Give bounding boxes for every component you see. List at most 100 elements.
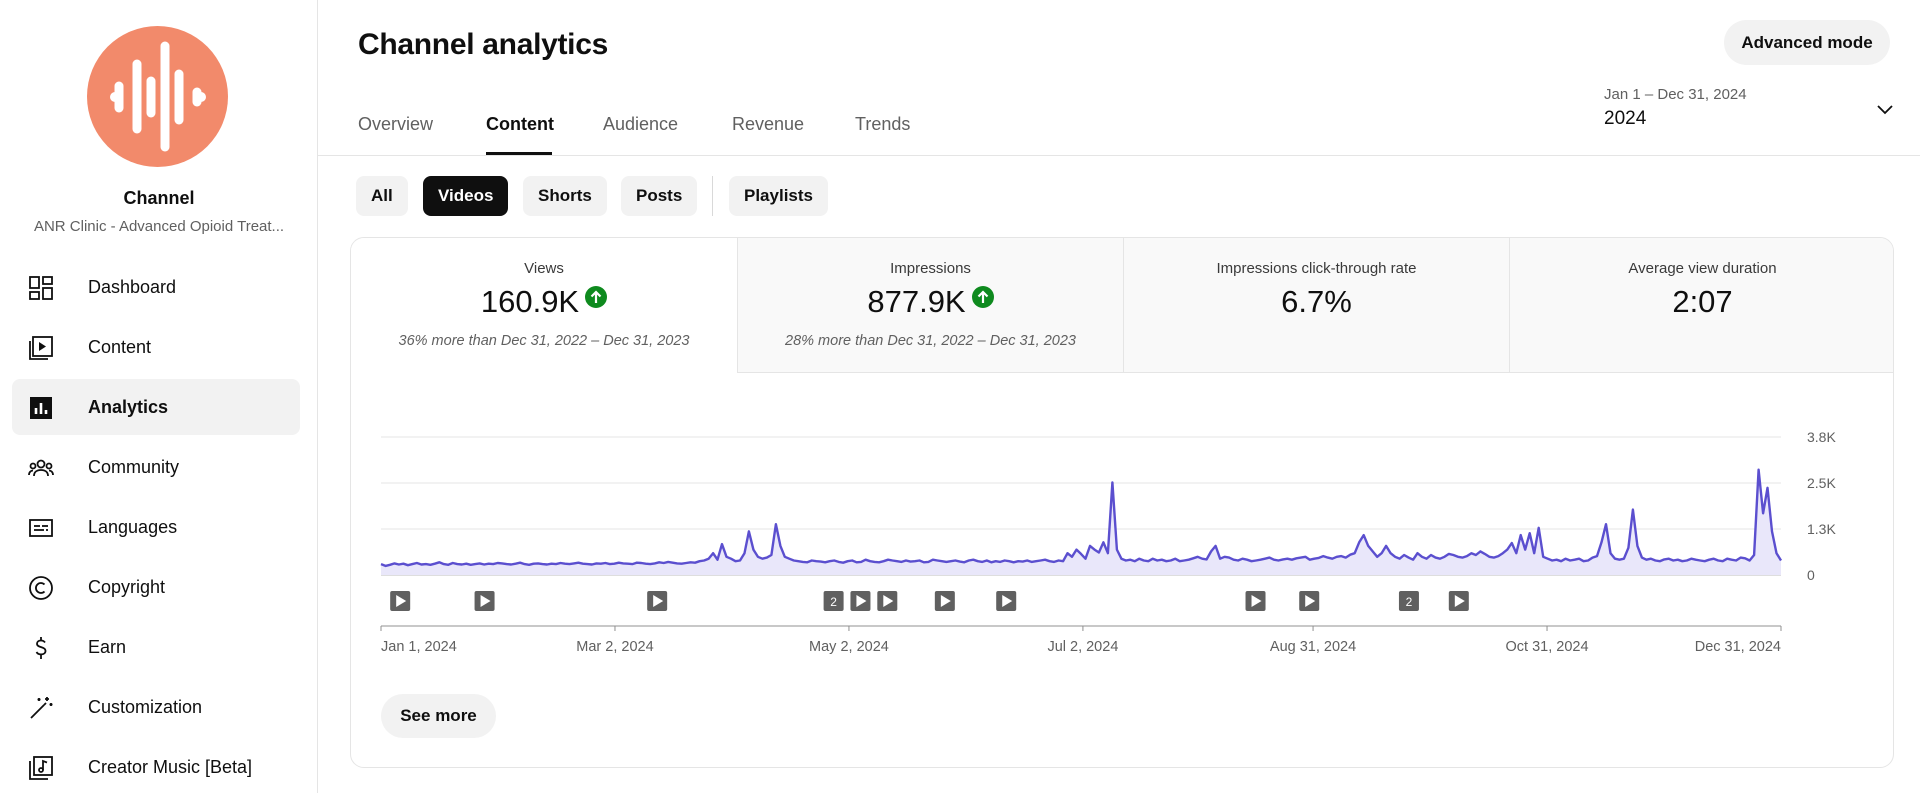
channel-name: ANR Clinic - Advanced Opioid Treat... xyxy=(33,218,285,235)
tab-revenue[interactable]: Revenue xyxy=(732,114,805,134)
marker-count: 2 xyxy=(1406,595,1413,609)
metric-value: 160.9K xyxy=(351,284,737,320)
metric-avg-view-duration[interactable]: Average view duration 2:07 xyxy=(1509,238,1893,373)
publish-marker[interactable]: 2 xyxy=(1398,591,1419,611)
publish-marker[interactable] xyxy=(934,591,955,611)
publish-marker[interactable] xyxy=(1245,591,1266,611)
metric-comparison: 28% more than Dec 31, 2022 – Dec 31, 202… xyxy=(785,333,1076,349)
x-tick-label: Jul 2, 2024 xyxy=(1047,639,1118,655)
x-tick-label: Aug 31, 2024 xyxy=(1270,639,1356,655)
chip-posts[interactable]: Posts xyxy=(621,176,698,216)
sidebar-item-label: Creator Music [Beta] xyxy=(88,756,253,777)
sidebar-item-label: Community xyxy=(88,456,180,477)
views-line-chart: 0 1.3K 2.5K 3.8K 2 2 Jan 1, 2024 Mar 2, 2024 M… xyxy=(380,429,1836,655)
sidebar-item-label: Dashboard xyxy=(88,276,177,297)
play-icon xyxy=(940,595,951,607)
sidebar-item-customization[interactable]: Customization xyxy=(12,679,300,735)
sidebar-item-label: Copyright xyxy=(88,576,166,597)
y-tick-label: 2.5K xyxy=(1807,475,1836,491)
publish-marker[interactable] xyxy=(850,591,871,611)
y-tick-label: 0 xyxy=(1807,567,1815,583)
tab-trends[interactable]: Trends xyxy=(855,114,911,134)
metric-label: Average view duration xyxy=(1628,260,1777,277)
play-icon xyxy=(396,595,407,607)
chip-divider xyxy=(712,176,713,216)
tab-audience[interactable]: Audience xyxy=(603,114,679,134)
x-tick-label: Jan 1, 2024 xyxy=(381,639,457,655)
dashboard-icon xyxy=(29,276,53,300)
x-tick-label: Mar 2, 2024 xyxy=(576,639,653,655)
customization-icon xyxy=(30,697,53,719)
creator-music-icon xyxy=(29,756,53,780)
chevron-down-icon xyxy=(1877,105,1893,115)
date-range-picker[interactable]: Jan 1 – Dec 31, 2024 2024 xyxy=(1604,82,1894,138)
play-icon xyxy=(1305,595,1316,607)
metric-label: Views xyxy=(524,260,564,277)
publish-marker[interactable] xyxy=(1299,591,1320,611)
chip-playlists[interactable]: Playlists xyxy=(729,176,828,216)
metric-value: 2:07 xyxy=(1672,284,1733,319)
copyright-icon xyxy=(29,576,53,600)
sidebar-item-languages[interactable]: Languages xyxy=(12,499,300,555)
trend-up-icon xyxy=(971,286,994,308)
y-tick-label: 1.3K xyxy=(1807,521,1836,537)
sidebar-item-content[interactable]: Content xyxy=(12,319,300,375)
podcast-logo-icon xyxy=(110,41,206,152)
sidebar-item-label: Content xyxy=(88,336,152,357)
play-icon xyxy=(1454,595,1465,607)
sidebar-item-community[interactable]: Community xyxy=(12,439,300,495)
header-divider xyxy=(318,155,1920,156)
sidebar-item-copyright[interactable]: Copyright xyxy=(12,559,300,615)
advanced-mode-button[interactable]: Advanced mode xyxy=(1724,20,1890,65)
metric-impressions[interactable]: Impressions 877.9K 28% more than Dec 31,… xyxy=(737,238,1123,373)
sidebar-item-label: Earn xyxy=(88,636,127,657)
metric-label: Impressions click-through rate xyxy=(1216,260,1417,277)
metric-label: Impressions xyxy=(890,260,971,277)
tab-content[interactable]: Content xyxy=(486,114,554,134)
languages-icon xyxy=(29,519,53,537)
publish-marker[interactable] xyxy=(390,591,411,611)
series-line xyxy=(380,468,1783,568)
marker-count: 2 xyxy=(830,595,837,609)
publish-marker[interactable]: 2 xyxy=(823,591,844,611)
publish-marker[interactable] xyxy=(1448,591,1469,611)
sidebar-item-label: Customization xyxy=(88,696,203,717)
publish-marker[interactable] xyxy=(474,591,495,611)
trend-up-icon xyxy=(585,286,608,308)
metric-comparison: 36% more than Dec 31, 2022 – Dec 31, 202… xyxy=(398,333,690,349)
publish-marker[interactable] xyxy=(996,591,1017,611)
metric-views[interactable]: Views 160.9K 36% more than Dec 31, 2022 … xyxy=(351,238,737,373)
analytics-icon xyxy=(30,397,52,419)
see-more-button[interactable]: See more xyxy=(381,694,496,738)
x-tick-label: Dec 31, 2024 xyxy=(1695,639,1781,655)
sidebar-item-dashboard[interactable]: Dashboard xyxy=(12,259,300,315)
play-icon xyxy=(856,595,867,607)
chip-videos[interactable]: Videos xyxy=(423,176,509,216)
date-range-value: 2024 xyxy=(1604,108,1647,129)
community-icon xyxy=(28,459,54,477)
sidebar: Channel ANR Clinic - Advanced Opioid Tre… xyxy=(0,0,318,793)
chip-all[interactable]: All xyxy=(356,176,408,216)
publish-marker[interactable] xyxy=(877,591,898,611)
play-icon xyxy=(480,595,491,607)
sidebar-item-creator-music[interactable]: Creator Music [Beta] xyxy=(12,739,300,793)
sidebar-item-earn[interactable]: Earn xyxy=(12,619,300,675)
play-icon xyxy=(653,595,664,607)
sidebar-item-label: Languages xyxy=(88,516,178,537)
sidebar-item-analytics[interactable]: Analytics xyxy=(12,379,300,435)
metric-value: 877.9K xyxy=(738,284,1123,320)
x-tick-label: May 2, 2024 xyxy=(809,639,889,655)
page-title: Channel analytics xyxy=(358,28,608,61)
metric-ctr[interactable]: Impressions click-through rate 6.7% xyxy=(1123,238,1509,373)
play-icon xyxy=(1251,595,1262,607)
play-icon xyxy=(883,595,894,607)
sidebar-item-label: Analytics xyxy=(88,396,169,417)
analytics-card: Views 160.9K 36% more than Dec 31, 2022 … xyxy=(350,237,1894,768)
date-range-label: Jan 1 – Dec 31, 2024 xyxy=(1604,86,1747,103)
publish-marker[interactable] xyxy=(647,591,668,611)
avatar[interactable] xyxy=(87,26,228,167)
channel-title: Channel xyxy=(123,188,195,208)
chip-shorts[interactable]: Shorts xyxy=(523,176,607,216)
tab-overview[interactable]: Overview xyxy=(358,114,434,134)
